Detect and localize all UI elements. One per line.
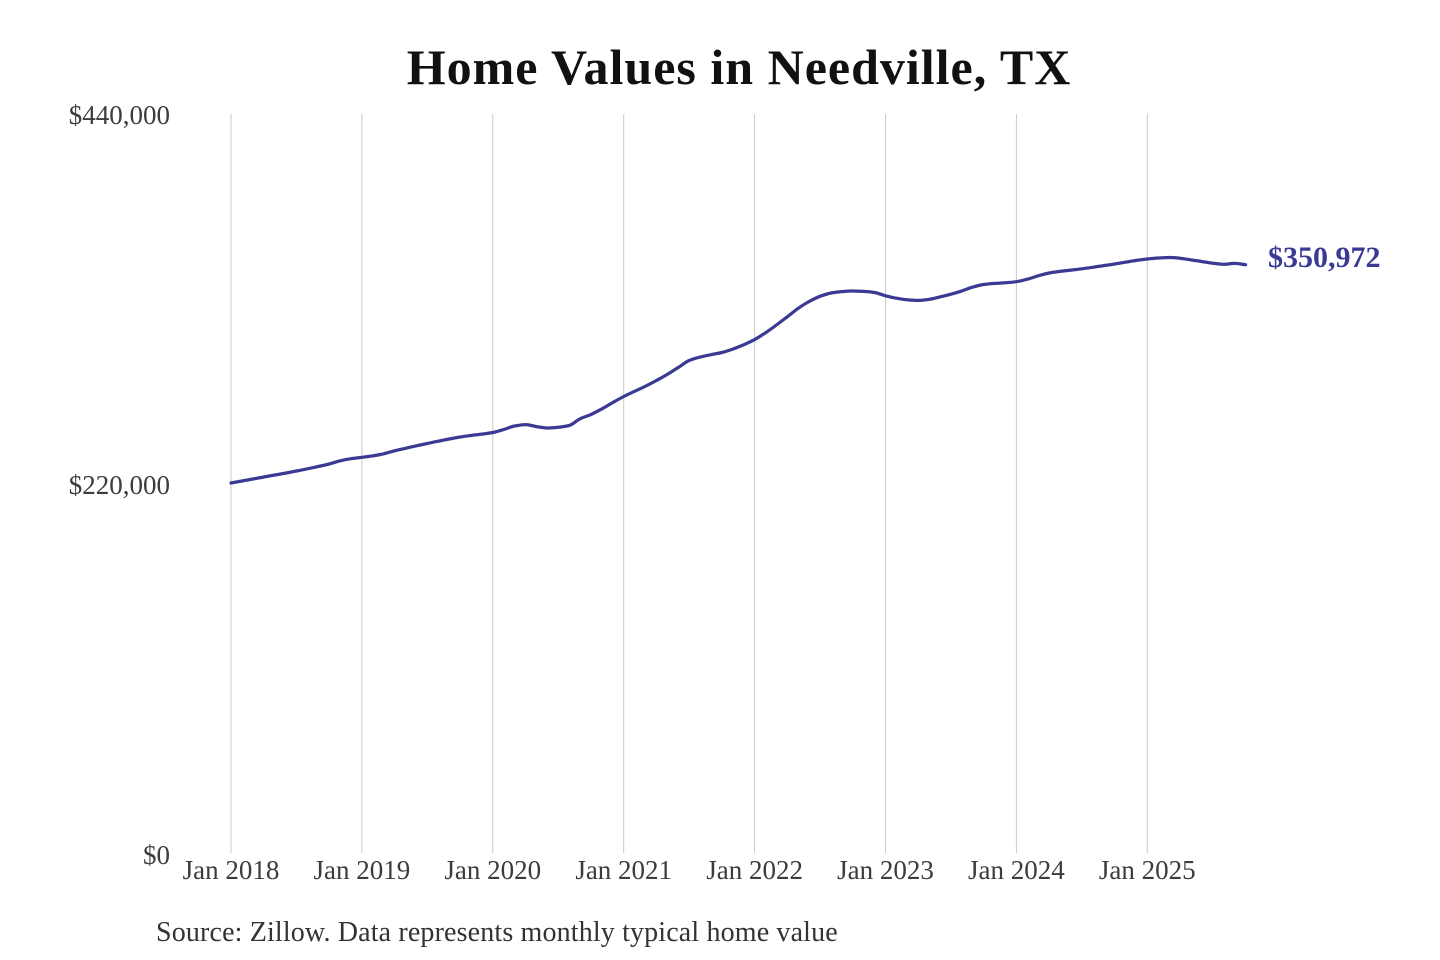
svg-text:Jan 2023: Jan 2023 bbox=[837, 855, 934, 885]
svg-text:Jan 2020: Jan 2020 bbox=[444, 855, 541, 885]
svg-text:Jan 2024: Jan 2024 bbox=[968, 855, 1065, 885]
svg-text:$440,000: $440,000 bbox=[69, 100, 170, 130]
svg-text:Home Values in Needville, TX: Home Values in Needville, TX bbox=[407, 39, 1072, 95]
svg-text:Jan 2019: Jan 2019 bbox=[314, 855, 411, 885]
svg-text:Jan 2021: Jan 2021 bbox=[575, 855, 672, 885]
svg-text:$0: $0 bbox=[143, 840, 170, 870]
svg-text:Jan 2022: Jan 2022 bbox=[706, 855, 803, 885]
svg-text:$220,000: $220,000 bbox=[69, 470, 170, 500]
svg-text:Source: Zillow. Data represent: Source: Zillow. Data represents monthly … bbox=[156, 917, 838, 948]
svg-text:Jan 2025: Jan 2025 bbox=[1099, 855, 1196, 885]
svg-text:Jan 2018: Jan 2018 bbox=[183, 855, 280, 885]
svg-text:$350,972: $350,972 bbox=[1268, 241, 1381, 274]
